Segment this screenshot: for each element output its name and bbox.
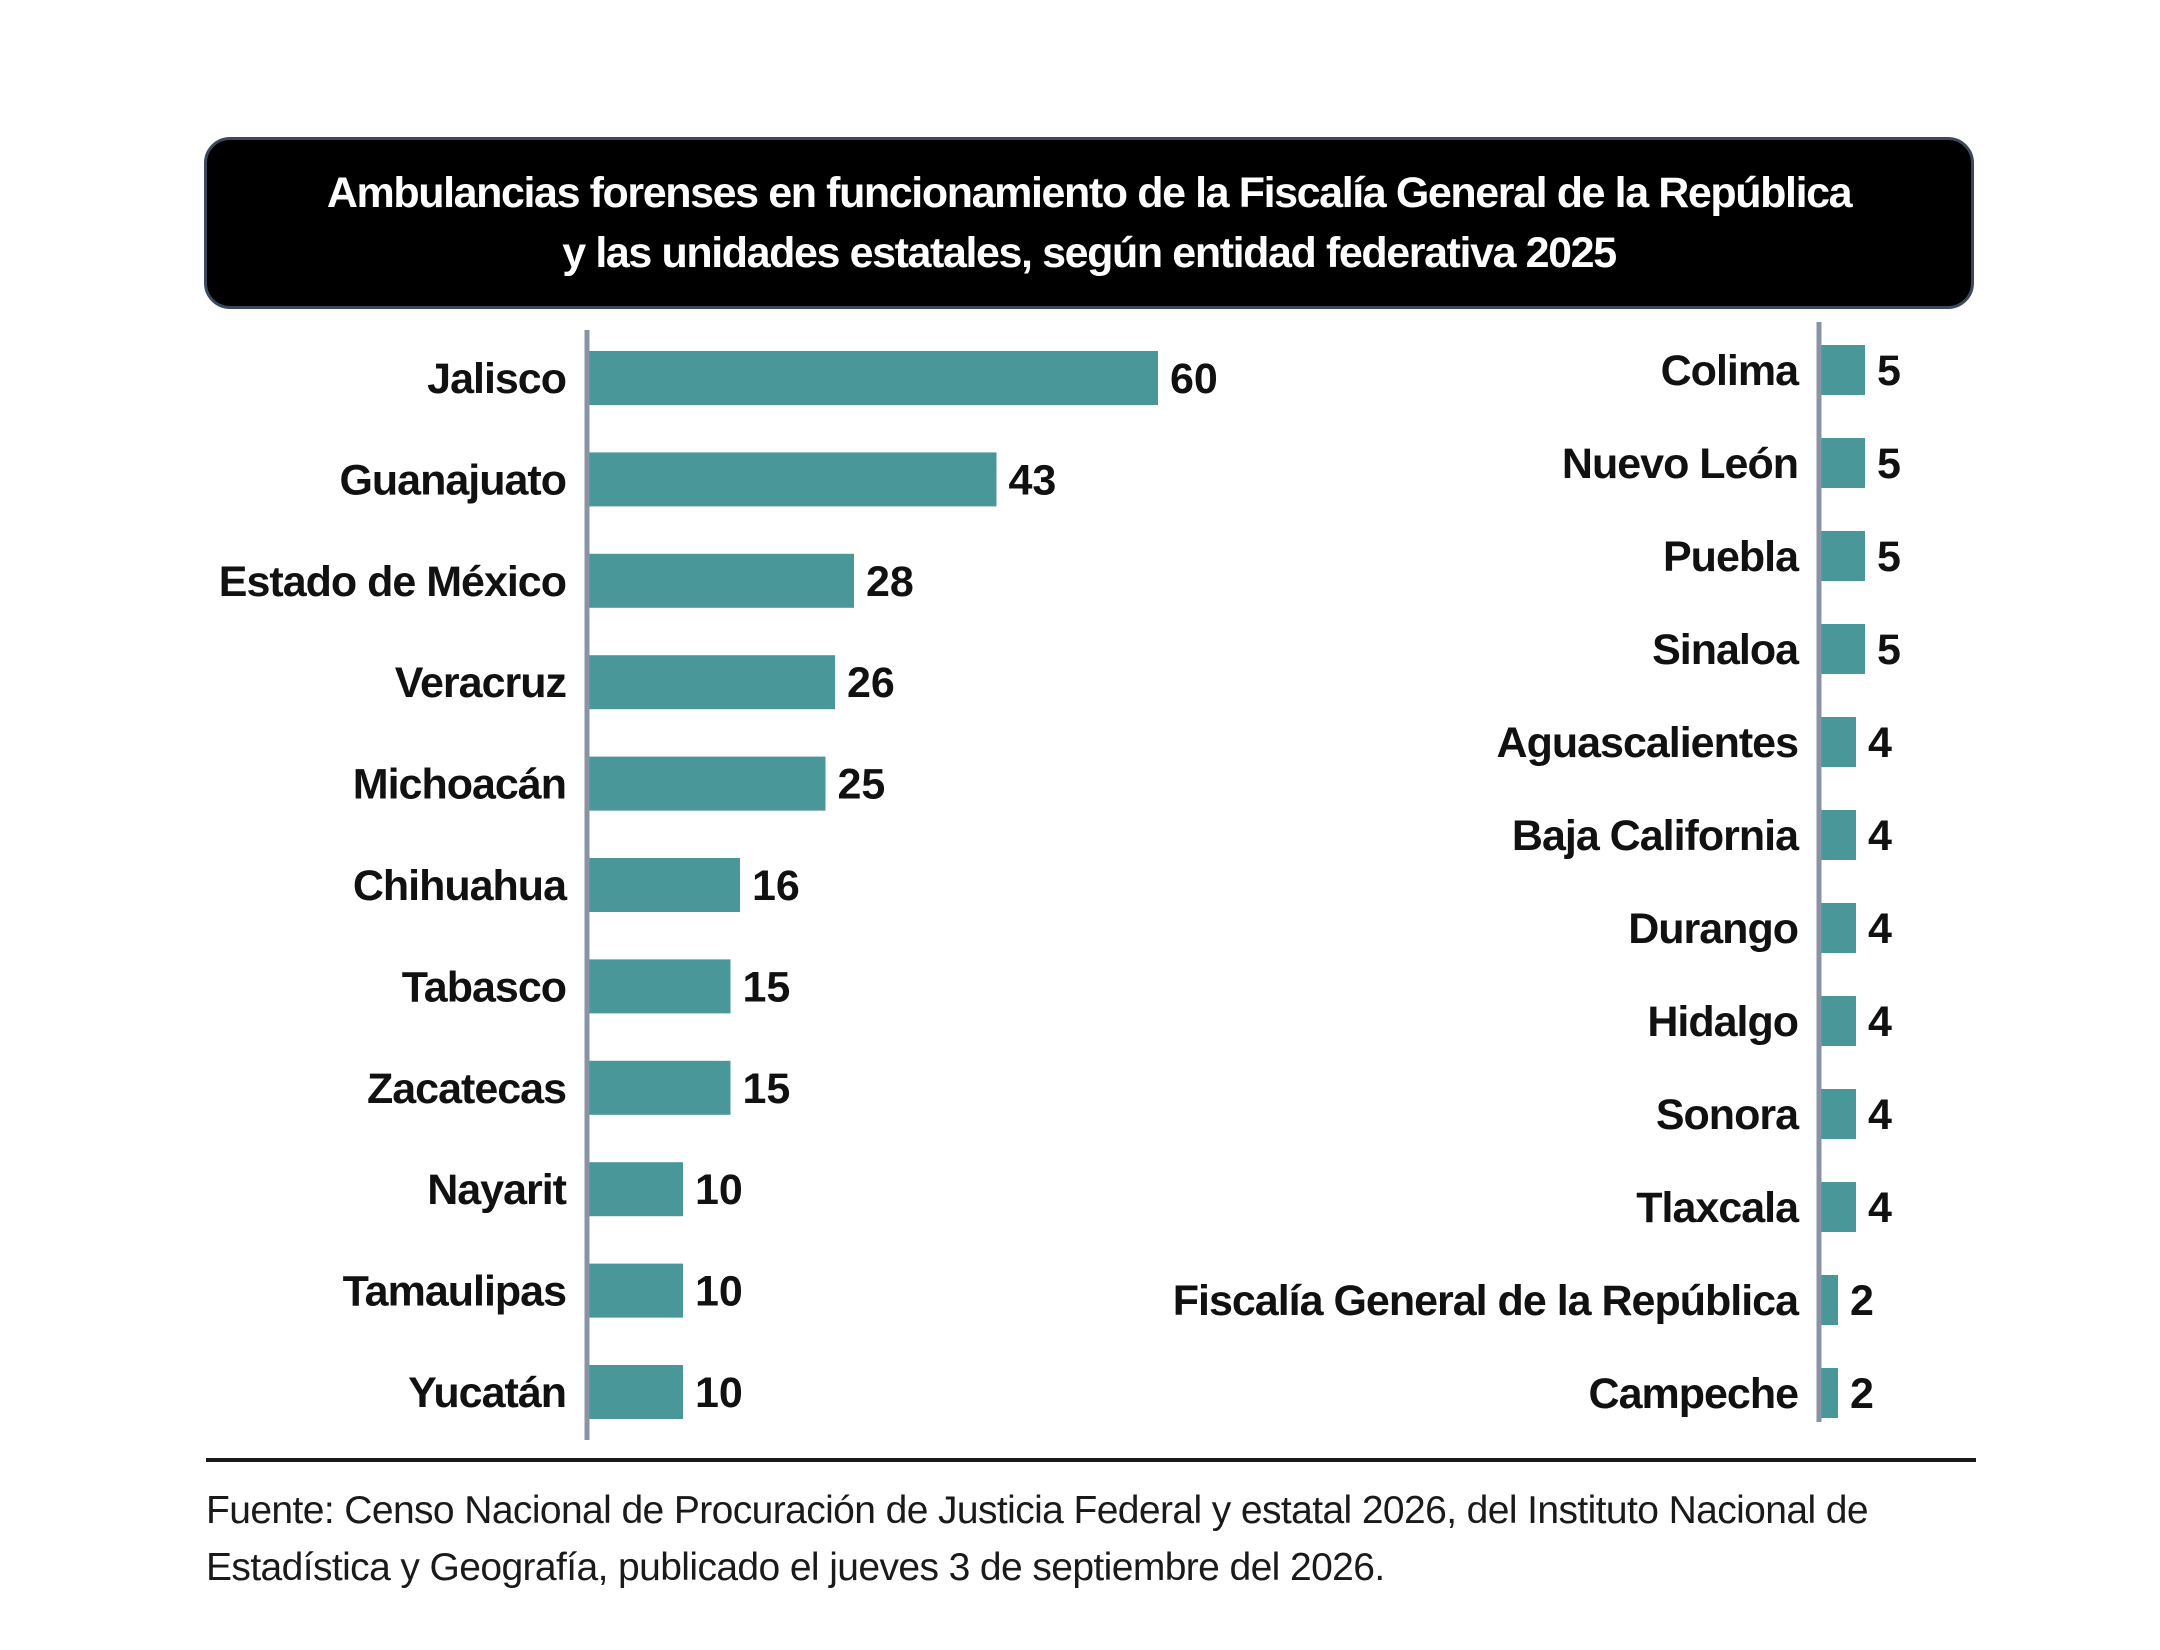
category-label: Nuevo León [1562, 440, 1798, 488]
value-label: 4 [1868, 812, 1892, 860]
value-label: 5 [1877, 347, 1901, 395]
value-label: 4 [1868, 1184, 1892, 1232]
category-label: Guanajuato [339, 456, 566, 504]
bar-1-11 [1820, 1368, 1838, 1418]
value-label: 10 [695, 1166, 743, 1214]
bar-0-2 [588, 553, 854, 608]
value-label: 4 [1868, 1091, 1892, 1139]
value-label: 5 [1877, 440, 1901, 488]
value-label: 4 [1868, 905, 1892, 953]
bottom-divider [206, 1458, 1976, 1462]
category-label: Campeche [1589, 1370, 1799, 1418]
bar-0-6 [588, 959, 731, 1014]
value-label: 10 [695, 1369, 743, 1417]
value-label: 4 [1868, 998, 1892, 1046]
value-label: 15 [743, 963, 791, 1011]
bar-1-1 [1820, 438, 1865, 488]
chart-title-line-1: Ambulancias forenses en funcionamiento d… [326, 169, 1853, 217]
category-label: Tamaulipas [343, 1268, 566, 1316]
bar-0-0 [588, 351, 1158, 405]
bar-0-4 [588, 756, 826, 811]
bar-1-10 [1820, 1275, 1838, 1325]
category-label: Sinaloa [1652, 626, 1800, 674]
category-label: Yucatán [408, 1369, 566, 1417]
bar-1-9 [1820, 1182, 1856, 1232]
source-note: Fuente: Censo Nacional de Procuración de… [206, 1482, 1986, 1596]
bar-0-5 [588, 858, 740, 912]
bar-1-8 [1820, 1089, 1856, 1139]
value-label: 4 [1868, 719, 1892, 767]
category-label: Baja California [1512, 812, 1800, 860]
bar-1-2 [1820, 531, 1865, 581]
source-line-2: Estadística y Geografía, publicado el ju… [206, 1546, 1385, 1589]
category-label: Chihuahua [353, 862, 568, 910]
value-label: 28 [866, 558, 914, 606]
chart-title-line-2: y las unidades estatales, según entidad … [562, 229, 1617, 277]
chart-title: Ambulancias forenses en funcionamiento d… [204, 137, 1974, 309]
value-label: 5 [1877, 533, 1901, 581]
bar-1-6 [1820, 903, 1856, 953]
category-label: Fiscalía General de la República [1173, 1277, 1800, 1325]
category-label: Puebla [1663, 533, 1800, 581]
bar-0-10 [588, 1365, 683, 1419]
value-label: 43 [1009, 456, 1057, 504]
bar-1-7 [1820, 996, 1856, 1046]
category-label: Jalisco [427, 355, 566, 403]
bar-0-3 [588, 655, 835, 710]
category-label: Sonora [1656, 1091, 1800, 1139]
value-label: 2 [1850, 1277, 1874, 1325]
category-label: Hidalgo [1647, 998, 1798, 1046]
category-label: Michoacán [353, 761, 566, 809]
bar-0-7 [588, 1060, 731, 1115]
category-label: Tabasco [402, 963, 566, 1011]
bar-0-1 [588, 452, 997, 507]
category-label: Nayarit [427, 1166, 566, 1214]
source-line-1: Fuente: Censo Nacional de Procuración de… [206, 1489, 1869, 1532]
right-bar-panel: Colima 5 Nuevo León 5 Puebla 5 Sinaloa 5 Aguasca… [1173, 322, 1901, 1422]
bar-0-8 [588, 1162, 683, 1217]
bar-1-5 [1820, 810, 1856, 860]
value-label: 60 [1170, 355, 1218, 403]
category-label: Veracruz [395, 659, 566, 707]
bar-0-9 [588, 1263, 683, 1318]
category-label: Aguascalientes [1497, 719, 1799, 767]
value-label: 15 [743, 1065, 791, 1113]
value-label: 5 [1877, 626, 1901, 674]
category-label: Colima [1661, 347, 1800, 395]
bar-1-0 [1820, 345, 1865, 395]
category-label: Estado de México [219, 558, 566, 606]
left-bar-panel: Jalisco 60 Guanajuato 43 Estado de México 28 V… [219, 330, 1218, 1440]
value-label: 10 [695, 1268, 743, 1316]
category-label: Tlaxcala [1636, 1184, 1800, 1232]
category-label: Durango [1628, 905, 1798, 953]
category-label: Zacatecas [367, 1065, 566, 1113]
bar-1-4 [1820, 717, 1856, 767]
value-label: 16 [752, 862, 800, 910]
value-label: 2 [1850, 1370, 1874, 1418]
value-label: 25 [838, 761, 886, 809]
value-label: 26 [847, 659, 895, 707]
bar-1-3 [1820, 624, 1865, 674]
